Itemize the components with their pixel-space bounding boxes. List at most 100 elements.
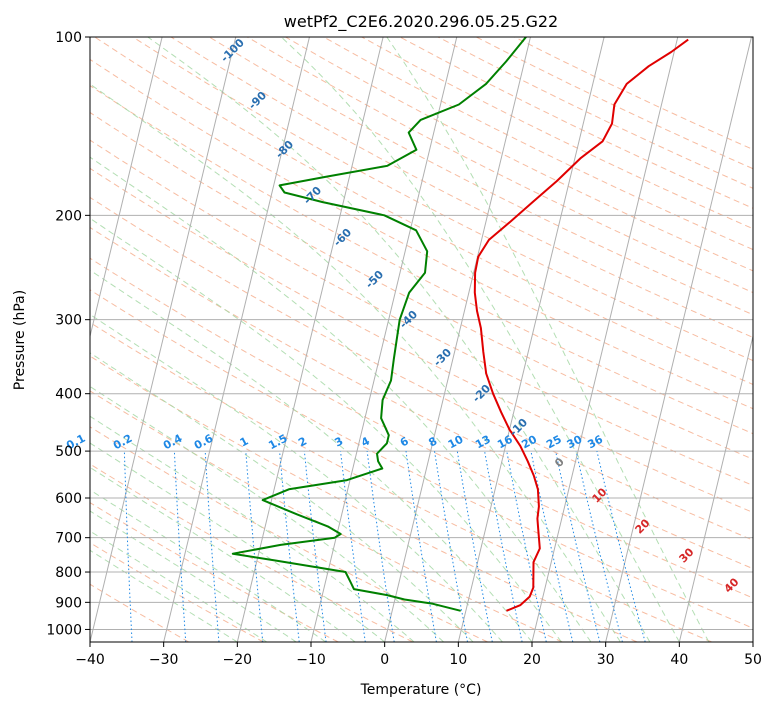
x-tick-label: 50: [744, 652, 762, 668]
mixing-ratio-label: 3: [332, 434, 345, 449]
mixing-ratio-label: 30: [565, 433, 585, 452]
mixing-ratio-label: 36: [585, 433, 605, 452]
x-tick-label: 10: [449, 652, 467, 668]
isotherm: [531, 37, 679, 642]
y-axis: 100 200 300 400 500 600 700 800 900 1000: [46, 30, 90, 638]
dry-adiabat: [90, 58, 753, 410]
y-tick-label: 100: [55, 30, 82, 46]
mixing-ratio-line: [484, 451, 523, 642]
dry-adiabat: [90, 111, 753, 460]
moist-adiabat: [90, 510, 297, 642]
moist-adiabat: [90, 385, 444, 642]
mixing-ratio-label: 25: [544, 433, 564, 452]
mixing-ratio-line: [456, 451, 493, 642]
dewpoint-line: [231, 37, 527, 612]
moist-adiabat-label: 10: [590, 485, 610, 505]
mixing-ratio-label: 8: [426, 434, 439, 449]
moist-adiabat: [90, 489, 326, 642]
isotherm: [678, 334, 753, 642]
gridlines: [90, 37, 753, 642]
x-tick-label: −10: [296, 652, 326, 668]
dry-adiabat: [90, 426, 488, 642]
dry-adiabat: [323, 37, 753, 251]
mixing-ratio-line: [279, 451, 300, 642]
dry-adiabat: [437, 37, 753, 189]
dry-adiabat-label: -60: [331, 226, 354, 249]
mixing-ratio-label: 20: [519, 433, 539, 452]
y-tick-label: 900: [55, 595, 82, 611]
moist-adiabat: [90, 313, 503, 642]
mixing-ratio-line: [530, 450, 574, 642]
mixing-ratio-line: [123, 451, 133, 642]
mixing-ratio-line: [506, 451, 547, 642]
isotherm: [163, 37, 310, 642]
isotherm: [310, 37, 458, 642]
y-tick-label: 200: [55, 208, 82, 224]
y-tick-label: 1000: [46, 622, 82, 638]
moist-adiabat: [90, 415, 415, 642]
mixing-ratio-line: [366, 451, 395, 642]
dry-adiabat: [90, 167, 753, 514]
x-axis: −40 −30 −20 −10 0 10 20 30 40 50: [75, 642, 762, 668]
y-tick-label: 800: [55, 565, 82, 581]
mixing-ratio-label: 0.2: [111, 432, 134, 453]
moist-adiabat: [90, 549, 238, 642]
y-tick-label: 700: [55, 531, 82, 547]
dry-adiabat-label: -70: [301, 184, 324, 207]
moist-adiabat: [90, 217, 562, 642]
y-axis-label: Pressure (hPa): [12, 290, 28, 390]
isotherm: [236, 37, 384, 642]
moist-adiabat: [90, 442, 385, 642]
moist-adiabat: [90, 156, 592, 642]
mixing-ratio-label: 13: [473, 433, 493, 452]
y-tick-label: 300: [55, 313, 82, 329]
dry-adiabat: [90, 139, 753, 487]
background-lines: [90, 37, 753, 642]
x-tick-label: 30: [597, 652, 615, 668]
mixing-ratio-label: 6: [398, 434, 411, 449]
y-tick-label: 400: [55, 387, 82, 403]
dry-adiabat: [94, 37, 753, 385]
y-tick-label: 500: [55, 444, 82, 460]
dry-adiabat: [90, 583, 190, 642]
isotherm: [90, 37, 163, 339]
mixing-ratio-label: 4: [359, 434, 372, 449]
x-tick-label: −40: [75, 652, 105, 668]
dry-adiabat: [90, 196, 753, 541]
moist-adiabat: [90, 352, 474, 642]
mixing-ratio-line: [405, 451, 437, 642]
dry-adiabat: [399, 37, 753, 209]
moist-adiabat: [90, 269, 533, 642]
dry-adiabat-label: -50: [363, 268, 386, 291]
mixing-ratio-line: [596, 450, 646, 642]
dry-adiabat: [90, 355, 638, 642]
dry-adiabat: [132, 37, 753, 362]
mixing-ratio-label: 1: [238, 434, 251, 449]
mixing-ratio-label: 10: [446, 433, 466, 452]
dry-adiabat: [90, 226, 753, 570]
isotherm: [605, 37, 752, 642]
mixing-ratio-line: [204, 451, 220, 642]
plot-frame: [89, 36, 754, 643]
isotherm: [457, 37, 605, 642]
chart-title: wetPf2_C2E6.2020.296.05.25.G22: [284, 12, 558, 32]
temperature-line: [473, 38, 689, 612]
moist-adiabat: [90, 466, 356, 642]
profile-series: [231, 37, 689, 612]
mixing-ratio-line: [245, 451, 264, 642]
x-tick-label: 0: [380, 652, 389, 668]
mixing-ratio-line: [555, 450, 601, 642]
dry-adiabat: [90, 390, 563, 642]
x-tick-label: −30: [149, 652, 179, 668]
mixing-ratio-label: 0.4: [161, 432, 185, 453]
mixing-ratio-line: [303, 451, 327, 642]
isotherm: [90, 37, 237, 642]
x-tick-label: 40: [670, 652, 688, 668]
x-axis-label: Temperature (°C): [360, 682, 482, 698]
moist-adiabat: [90, 83, 621, 642]
x-tick-label: 20: [523, 652, 541, 668]
dry-adiabat: [90, 321, 712, 642]
mixing-ratio-line: [575, 450, 623, 642]
moist-adiabat: [147, 37, 651, 642]
